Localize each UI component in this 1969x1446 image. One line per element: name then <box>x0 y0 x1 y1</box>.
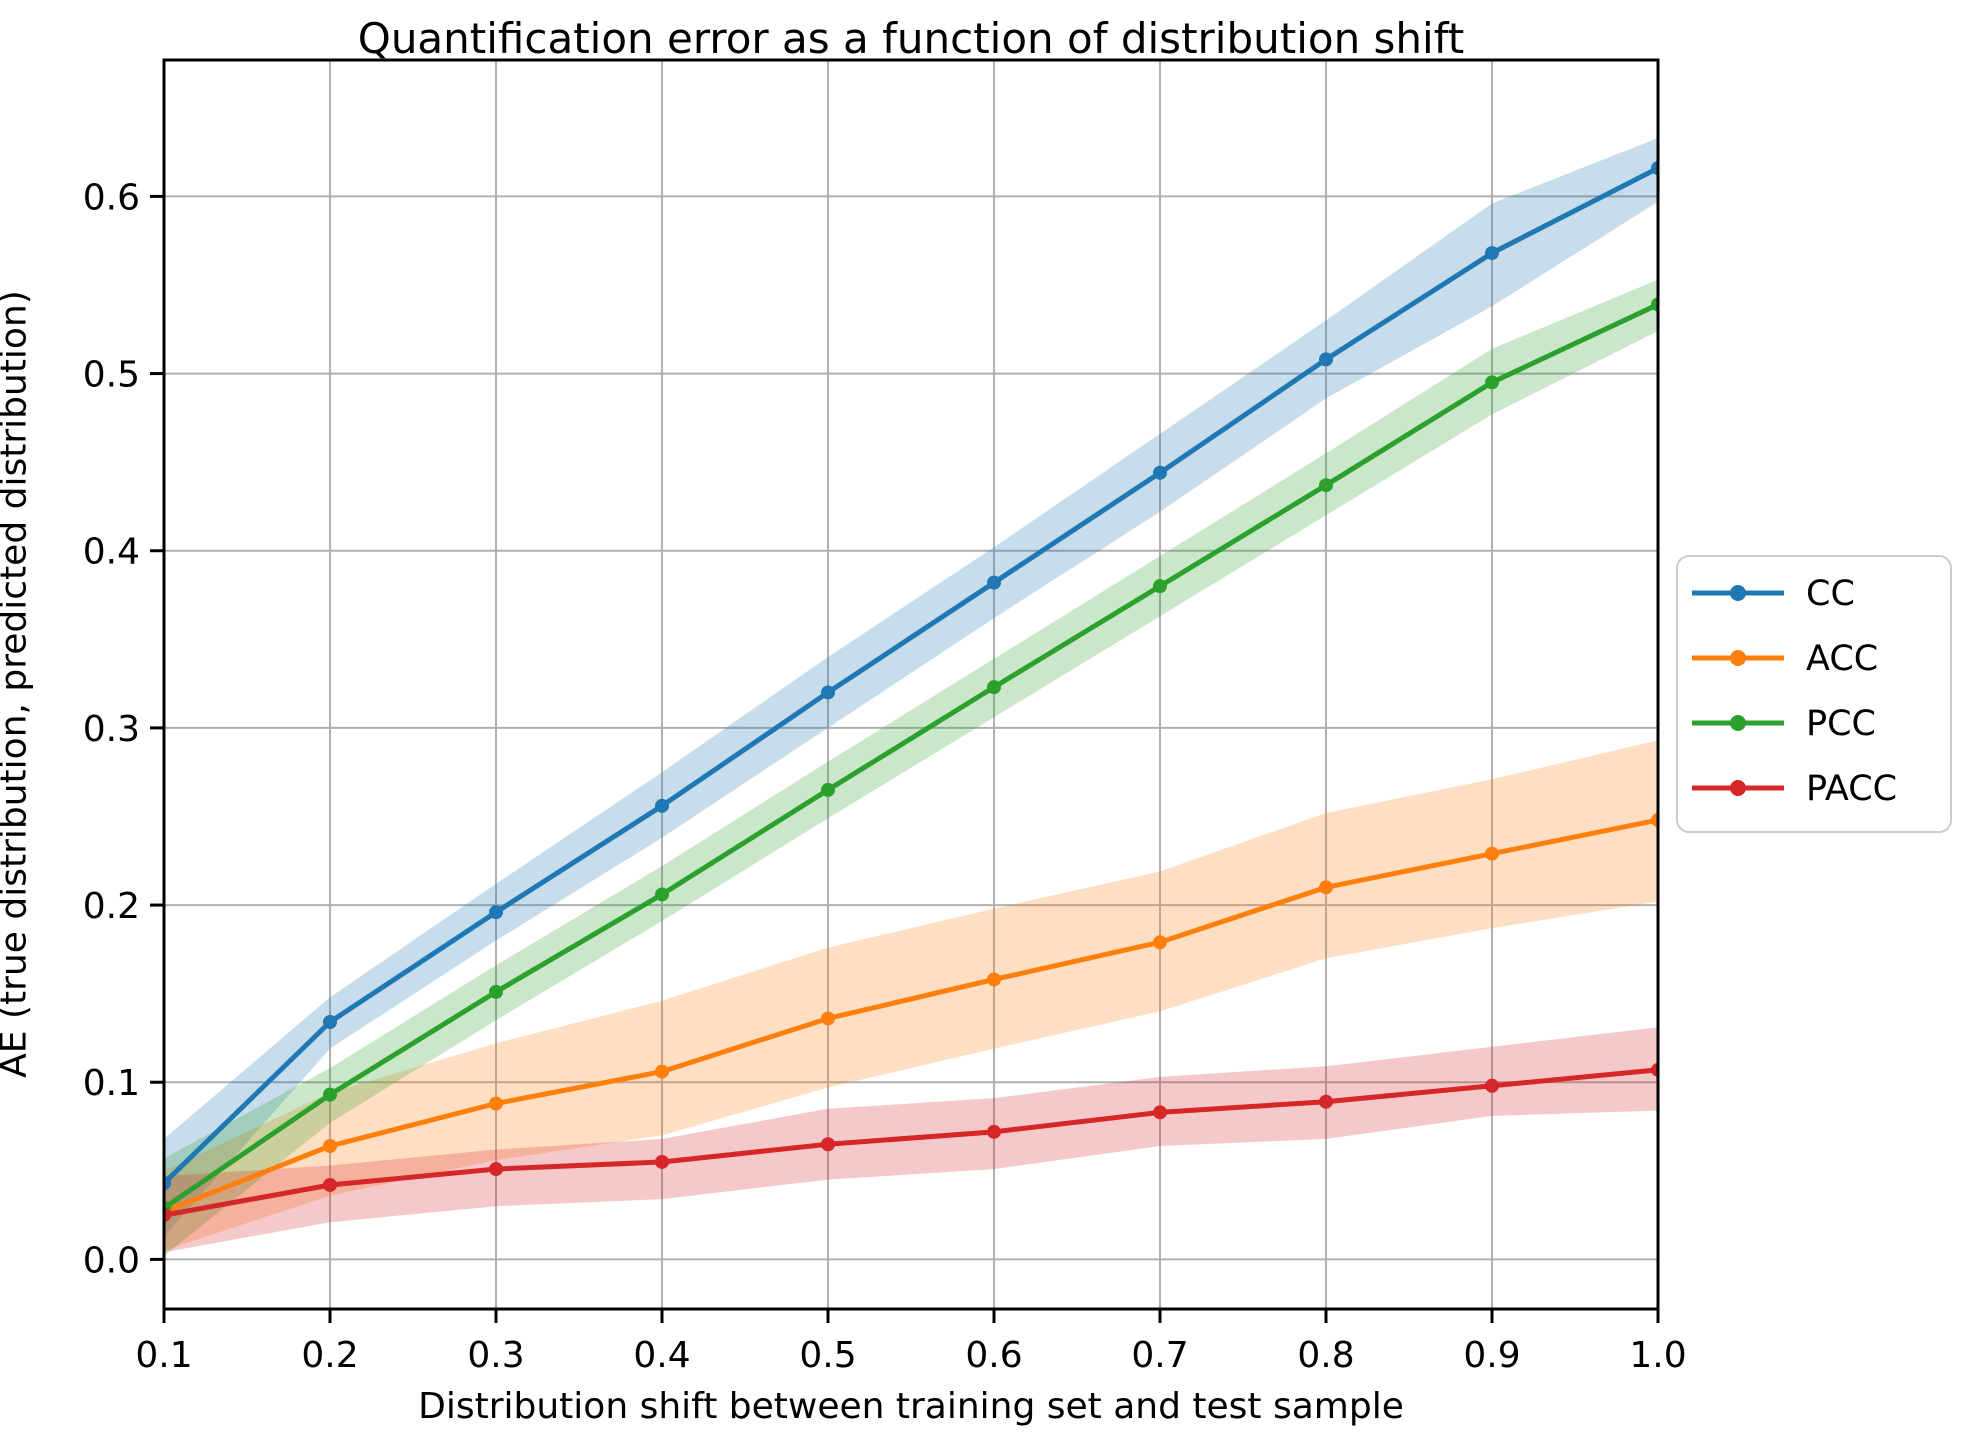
x-tick-label: 0.5 <box>799 1335 856 1376</box>
data-point-cc <box>323 1014 337 1029</box>
x-tick-label: 0.1 <box>135 1335 192 1376</box>
data-point-pcc <box>1153 579 1167 594</box>
data-point-cc <box>489 905 503 920</box>
confidence-band-pcc <box>164 279 1658 1256</box>
data-point-pcc <box>1319 478 1333 493</box>
y-tick-label: 0.4 <box>83 532 140 573</box>
x-axis-label: Distribution shift between training set … <box>418 1386 1404 1427</box>
data-point-cc <box>1153 465 1167 480</box>
series-line-acc <box>164 817 1658 1214</box>
data-point-cc <box>164 1176 171 1191</box>
y-tick-label: 0.5 <box>83 355 140 396</box>
data-point-pacc <box>987 1124 1001 1139</box>
series-line-pacc <box>164 1067 1658 1218</box>
x-tick-label: 0.3 <box>467 1335 524 1376</box>
data-point-pacc <box>1651 1062 1658 1077</box>
y-tick-label: 0.0 <box>83 1240 140 1281</box>
data-point-pcc <box>489 984 503 999</box>
y-tick-label: 0.3 <box>83 709 140 750</box>
data-point-cc <box>987 575 1001 590</box>
legend-marker <box>1730 780 1746 796</box>
axes-spines <box>162 58 1660 1311</box>
legend-marker <box>1730 650 1746 666</box>
data-point-pacc <box>164 1208 171 1223</box>
data-point-pcc <box>323 1087 337 1102</box>
data-point-cc <box>1651 161 1658 176</box>
confidence-band-cc <box>164 137 1658 1237</box>
x-tick-label: 0.9 <box>1463 1335 1520 1376</box>
data-point-acc <box>1485 846 1499 861</box>
y-tick-label: 0.2 <box>83 886 140 927</box>
data-point-pacc <box>323 1177 337 1192</box>
data-point-pacc <box>1319 1094 1333 1109</box>
data-point-acc <box>821 1011 835 1026</box>
data-point-pcc <box>821 782 835 797</box>
chart-title: Quantification error as a function of di… <box>357 14 1465 63</box>
x-tick-label: 1.0 <box>1629 1335 1686 1376</box>
data-point-cc <box>1485 246 1499 261</box>
series-line-pcc <box>164 302 1658 1211</box>
legend-marker <box>1730 585 1746 601</box>
x-tick-label: 0.7 <box>1131 1335 1188 1376</box>
y-tick-label: 0.6 <box>83 177 140 218</box>
data-point-pacc <box>1153 1105 1167 1120</box>
data-point-acc <box>1651 813 1658 828</box>
data-point-pcc <box>655 887 669 902</box>
legend-label-cc: CC <box>1806 574 1855 614</box>
confidence-band-acc <box>164 740 1658 1251</box>
data-point-pcc <box>1485 375 1499 390</box>
x-tick-label: 0.2 <box>301 1335 358 1376</box>
data-point-acc <box>655 1064 669 1079</box>
x-tick-label: 0.8 <box>1297 1335 1354 1376</box>
legend-label-pcc: PCC <box>1806 704 1876 744</box>
ticks <box>150 194 1660 1323</box>
data-point-pacc <box>655 1154 669 1169</box>
data-point-pacc <box>1485 1078 1499 1093</box>
x-tick-label: 0.6 <box>965 1335 1022 1376</box>
data-point-cc <box>1319 352 1333 367</box>
data-point-acc <box>1153 935 1167 950</box>
data-point-acc <box>489 1096 503 1111</box>
data-point-cc <box>821 685 835 700</box>
series-layer <box>164 137 1658 1256</box>
legend-box <box>1676 555 1952 833</box>
x-tick-label: 0.4 <box>633 1335 690 1376</box>
data-point-cc <box>655 798 669 813</box>
legend-label-pacc: PACC <box>1806 769 1897 809</box>
legend-marker <box>1730 715 1746 731</box>
series-line-cc <box>164 165 1658 1186</box>
data-point-pcc <box>1651 297 1658 312</box>
data-point-pcc <box>987 680 1001 695</box>
legend-label-acc: ACC <box>1806 639 1878 679</box>
legend: CC ACC PCC PACC <box>1676 555 1952 833</box>
data-point-acc <box>1319 880 1333 895</box>
y-tick-label: 0.1 <box>83 1063 140 1104</box>
data-point-acc <box>323 1139 337 1154</box>
data-point-pacc <box>821 1137 835 1152</box>
data-point-pacc <box>489 1162 503 1177</box>
data-point-acc <box>987 972 1001 987</box>
